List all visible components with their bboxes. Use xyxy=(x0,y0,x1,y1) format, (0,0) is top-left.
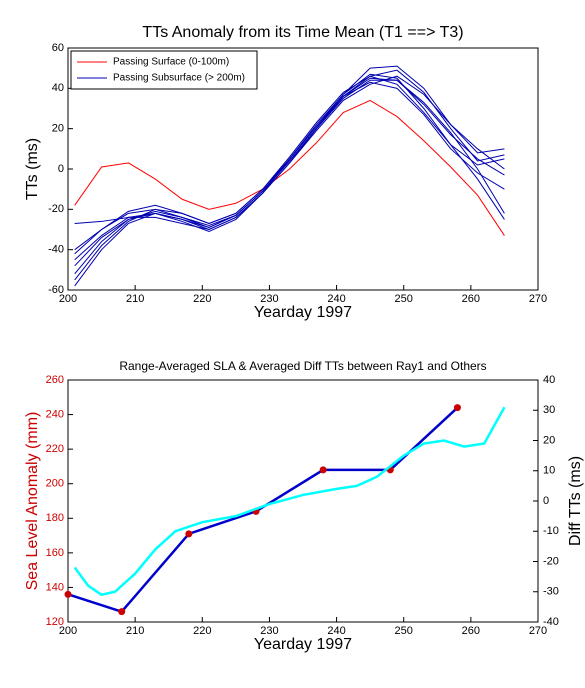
y2-tick-label: -30 xyxy=(543,586,559,598)
x-tick-label: 230 xyxy=(260,625,278,637)
y-tick-label: -40 xyxy=(48,244,64,256)
legend-box xyxy=(70,50,258,90)
x-axis-label: Yearday 1997 xyxy=(254,636,352,653)
y-tick-label: 140 xyxy=(46,581,64,593)
y2-tick-label: -40 xyxy=(543,616,559,628)
y-tick-label: 240 xyxy=(46,408,64,420)
x-tick-label: 270 xyxy=(529,625,547,637)
y-tick-label: 60 xyxy=(52,42,64,54)
x-tick-label: 240 xyxy=(327,625,345,637)
x-axis-label: Yearday 1997 xyxy=(254,304,352,321)
series-line xyxy=(74,77,505,231)
y-tick-label: 260 xyxy=(46,374,64,386)
y-tick-label: 180 xyxy=(46,512,64,524)
point-marker xyxy=(319,466,327,474)
series-line xyxy=(73,406,506,597)
y2-tick-label: 10 xyxy=(543,465,555,477)
y-tick-label: -60 xyxy=(48,284,64,296)
y-tick-label: -20 xyxy=(48,203,64,215)
chart-title: TTs Anomaly from its Time Mean (T1 ==> T… xyxy=(142,24,463,41)
y2-axis-label: Diff TTs (ms) xyxy=(567,456,584,546)
x-tick-label: 230 xyxy=(260,293,278,305)
series-line xyxy=(74,99,505,236)
x-tick-label: 210 xyxy=(126,625,144,637)
y2-tick-label: 20 xyxy=(543,434,555,446)
y-tick-label: 160 xyxy=(46,547,64,559)
plot-frame xyxy=(67,379,539,623)
x-tick-label: 270 xyxy=(529,293,547,305)
x-tick-label: 240 xyxy=(327,293,345,305)
point-marker xyxy=(64,590,72,598)
y-tick-label: 0 xyxy=(58,163,64,175)
point-marker xyxy=(185,530,193,538)
series-line xyxy=(74,69,505,251)
x-tick-label: 250 xyxy=(395,625,413,637)
y2-tick-label: 40 xyxy=(543,374,555,386)
y-tick-label: 40 xyxy=(52,82,64,94)
y-tick-label: 20 xyxy=(52,123,64,135)
series-line xyxy=(74,75,505,281)
y2-tick-label: 0 xyxy=(543,495,549,507)
chart-title: Range-Averaged SLA & Averaged Diff TTs b… xyxy=(119,359,486,373)
point-marker xyxy=(118,608,126,616)
y2-tick-label: -10 xyxy=(543,525,559,537)
x-tick-label: 200 xyxy=(59,625,77,637)
y-tick-label: 200 xyxy=(46,478,64,490)
legend-label: Passing Surface (0-100m) xyxy=(113,57,229,68)
y-tick-label: 120 xyxy=(46,616,64,628)
y2-tick-label: 30 xyxy=(543,404,555,416)
legend-label: Passing Subsurface (> 200m) xyxy=(113,73,245,84)
y2-tick-label: -20 xyxy=(543,555,559,567)
x-tick-label: 220 xyxy=(193,625,211,637)
x-tick-label: 210 xyxy=(126,293,144,305)
x-tick-label: 250 xyxy=(395,293,413,305)
y-tick-label: 220 xyxy=(46,443,64,455)
x-tick-label: 200 xyxy=(59,293,77,305)
x-tick-label: 220 xyxy=(193,293,211,305)
point-marker xyxy=(453,404,461,412)
x-tick-label: 260 xyxy=(462,625,480,637)
x-tick-label: 260 xyxy=(462,293,480,305)
y-axis-label: Sea Level Anomaly (mm) xyxy=(24,412,41,591)
y-axis-label: TTs (ms) xyxy=(24,138,41,200)
series-line xyxy=(74,65,505,255)
